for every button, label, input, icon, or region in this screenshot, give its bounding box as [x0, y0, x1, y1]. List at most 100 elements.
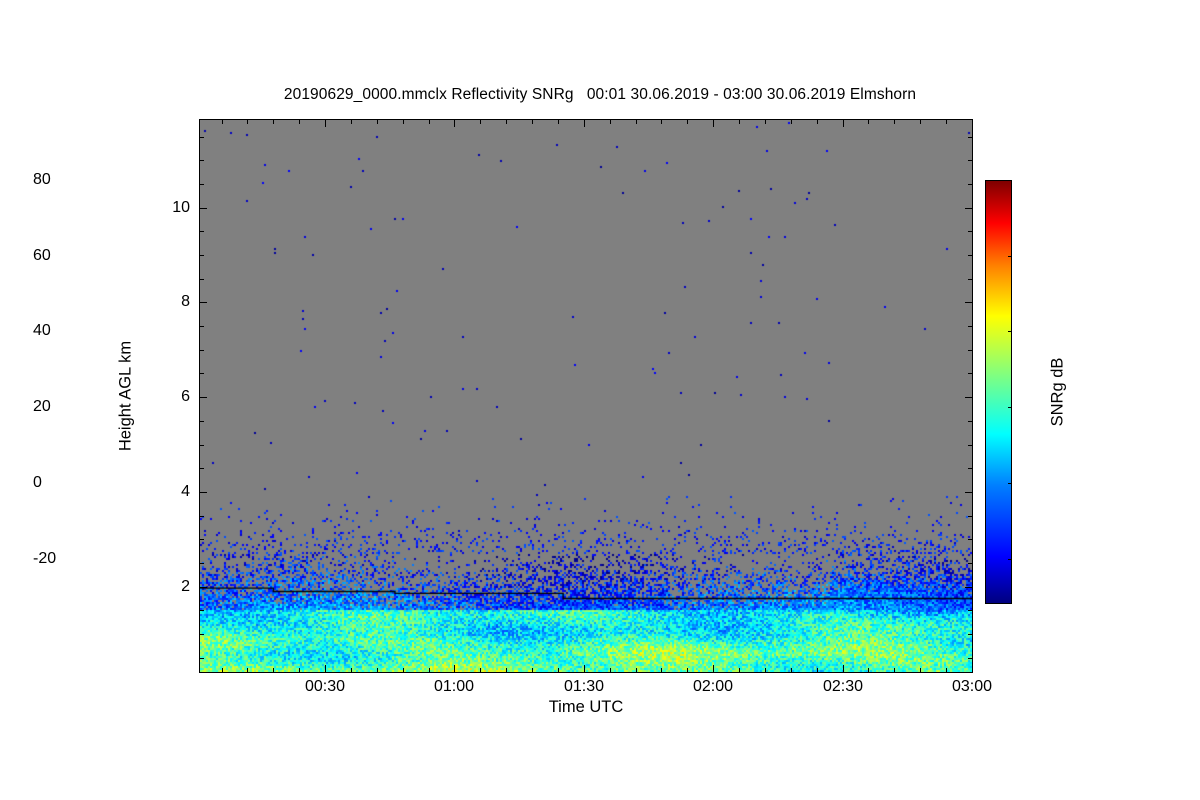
plot-area — [199, 119, 973, 673]
x-tick-minor — [273, 668, 274, 672]
y-tick-label: 10 — [172, 199, 190, 216]
x-tick-major — [972, 665, 973, 672]
y-tick-minor — [200, 373, 204, 374]
y-tick-label: 8 — [181, 293, 190, 310]
colorbar-tick-label: 40 — [33, 322, 51, 339]
colorbar-tick-label: 60 — [33, 247, 51, 264]
y-tick-minor-right — [968, 231, 972, 232]
y-tick-minor — [200, 563, 204, 564]
y-tick-minor — [200, 231, 204, 232]
y-tick-minor — [200, 516, 204, 517]
x-tick-minor-top — [868, 120, 869, 124]
colorbar-tick — [1008, 407, 1012, 408]
x-tick-minor — [247, 668, 248, 672]
colorbar-tick-label: -20 — [33, 550, 57, 567]
x-tick-minor — [558, 668, 559, 672]
x-tick-major-top — [584, 120, 585, 127]
y-tick-minor-right — [968, 658, 972, 659]
x-tick-minor-top — [222, 120, 223, 124]
x-tick-minor-top — [273, 120, 274, 124]
y-tick-minor — [200, 658, 204, 659]
x-tick-minor — [610, 668, 611, 672]
x-tick-minor-top — [299, 120, 300, 124]
x-tick-label: 02:30 — [822, 678, 864, 695]
y-tick-major-right — [965, 302, 972, 303]
x-tick-minor — [480, 668, 481, 672]
colorbar-tick-label: 80 — [33, 171, 51, 188]
y-tick-minor — [200, 279, 204, 280]
x-tick-major — [843, 665, 844, 672]
y-tick-minor — [200, 421, 204, 422]
y-tick-label: 6 — [181, 388, 190, 405]
colorbar-tick — [1008, 483, 1012, 484]
colorbar-title: SNRg dB — [1048, 357, 1067, 427]
y-tick-label: 2 — [181, 578, 190, 595]
reflectivity-heatmap-canvas — [200, 120, 972, 672]
x-tick-minor — [377, 668, 378, 672]
y-tick-minor-right — [968, 634, 972, 635]
colorbar-tick — [1008, 180, 1012, 181]
x-tick-minor — [506, 668, 507, 672]
x-tick-minor — [661, 668, 662, 672]
x-tick-minor-top — [429, 120, 430, 124]
x-tick-minor — [429, 668, 430, 672]
x-tick-label: 01:30 — [563, 678, 605, 695]
x-tick-minor — [351, 668, 352, 672]
y-tick-minor-right — [968, 421, 972, 422]
y-tick-major — [200, 208, 207, 209]
y-tick-minor-right — [968, 468, 972, 469]
x-tick-minor-top — [377, 120, 378, 124]
x-tick-minor-top — [920, 120, 921, 124]
x-tick-minor-top — [636, 120, 637, 124]
x-tick-major-top — [454, 120, 455, 127]
y-tick-minor-right — [968, 255, 972, 256]
colorbar-tick-label: 20 — [33, 398, 51, 415]
y-tick-minor-right — [968, 326, 972, 327]
y-tick-minor-right — [968, 184, 972, 185]
colorbar-tick — [1008, 331, 1012, 332]
chart-title: 20190629_0000.mmclx Reflectivity SNRg 00… — [283, 86, 917, 103]
y-tick-minor — [200, 634, 204, 635]
y-tick-label: 4 — [181, 483, 190, 500]
colorbar-tick — [1008, 559, 1012, 560]
x-tick-minor-top — [661, 120, 662, 124]
y-tick-major-right — [965, 492, 972, 493]
x-tick-minor — [636, 668, 637, 672]
x-tick-label: 00:30 — [304, 678, 346, 695]
x-tick-minor — [791, 668, 792, 672]
y-tick-minor-right — [968, 160, 972, 161]
y-tick-minor — [200, 445, 204, 446]
y-tick-minor — [200, 610, 204, 611]
x-tick-major-top — [972, 120, 973, 127]
y-tick-minor — [200, 539, 204, 540]
x-tick-minor-top — [403, 120, 404, 124]
x-tick-minor — [946, 668, 947, 672]
x-tick-major — [584, 665, 585, 672]
y-tick-minor-right — [968, 563, 972, 564]
y-tick-major-right — [965, 587, 972, 588]
y-tick-minor — [200, 137, 204, 138]
x-tick-minor — [894, 668, 895, 672]
y-tick-minor-right — [968, 350, 972, 351]
x-tick-minor-top — [532, 120, 533, 124]
colorbar-tick — [1008, 256, 1012, 257]
y-tick-minor — [200, 350, 204, 351]
x-tick-minor-top — [687, 120, 688, 124]
x-tick-minor — [765, 668, 766, 672]
x-tick-major-top — [325, 120, 326, 127]
y-tick-major-right — [965, 397, 972, 398]
x-tick-minor — [403, 668, 404, 672]
x-tick-major — [713, 665, 714, 672]
x-tick-minor — [222, 668, 223, 672]
y-tick-major-right — [965, 208, 972, 209]
x-tick-minor — [299, 668, 300, 672]
y-tick-minor-right — [968, 445, 972, 446]
x-tick-minor-top — [739, 120, 740, 124]
x-tick-minor-top — [894, 120, 895, 124]
y-tick-minor-right — [968, 516, 972, 517]
x-tick-minor-top — [558, 120, 559, 124]
colorbar-tick-label: 0 — [33, 474, 42, 491]
x-tick-minor-top — [610, 120, 611, 124]
x-tick-minor-top — [817, 120, 818, 124]
x-tick-minor — [739, 668, 740, 672]
